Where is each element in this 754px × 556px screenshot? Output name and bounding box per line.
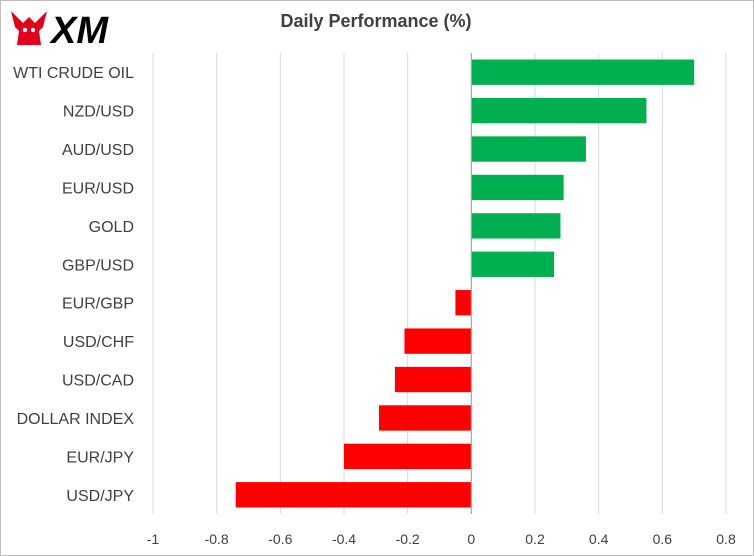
category-labels: WTI CRUDE OIL NZD/USD AUD/USD EUR/USD GOLD GB… [13,65,134,505]
x-tick-label: 0.2 [525,531,545,547]
x-tick-label: -0.4 [332,531,356,547]
bar [471,59,695,85]
x-tick-label: 0.8 [716,531,736,547]
bar [471,213,561,239]
category-label: USD/CAD [62,373,134,390]
chart-title: Daily Performance (%) [280,11,472,31]
category-label: GBP/USD [62,257,134,274]
x-tick-label: 0.6 [653,531,673,547]
bars [235,59,695,508]
category-label: GOLD [89,219,134,236]
category-label: EUR/USD [62,180,134,197]
x-tick-label: -0.8 [205,531,229,547]
bar [471,251,555,277]
bar [471,136,586,162]
bar [394,366,472,393]
bar [471,174,564,201]
category-label: NZD/USD [63,104,134,121]
x-tick-label: 0 [467,531,475,547]
category-label: AUD/USD [62,142,134,159]
logo-text: XM [49,10,109,49]
x-tick-label: -0.6 [268,531,292,547]
category-label: DOLLAR INDEX [17,411,135,428]
category-label: WTI CRUDE OIL [13,65,134,82]
bar [379,405,472,431]
x-tick-labels: -1 -0.8 -0.6 -0.4 -0.2 0 0.2 0.4 0.6 0.8 [147,531,736,547]
bar [471,97,647,124]
bar [404,328,472,354]
bar [235,482,472,508]
xm-logo: XM [11,10,109,49]
category-label: USD/JPY [66,488,134,505]
bull-icon [11,11,47,45]
category-label: EUR/GBP [62,296,134,313]
x-tick-label: 0.4 [589,531,609,547]
bar [455,290,472,316]
bar [344,443,472,470]
grid-lines [152,53,727,514]
category-label: USD/CHF [63,334,134,351]
x-tick-label: -1 [147,531,160,547]
x-tick-label: -0.2 [396,531,420,547]
category-label: EUR/JPY [66,449,134,466]
